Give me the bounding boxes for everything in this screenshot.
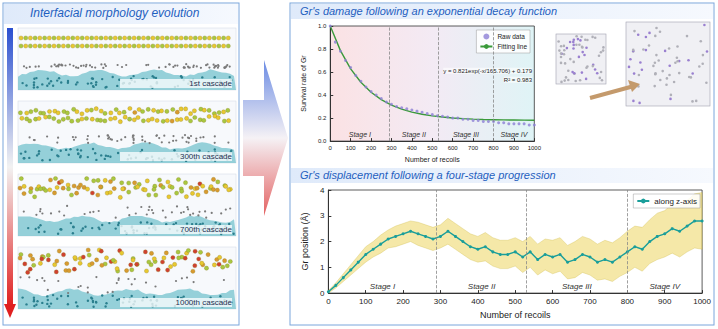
svg-text:4: 4 [320,186,325,195]
svg-text:100: 100 [359,297,373,306]
svg-text:200: 200 [396,297,410,306]
svg-text:Survival rate of Gr: Survival rate of Gr [300,55,307,112]
svg-text:700: 700 [468,145,479,151]
svg-text:Stage III: Stage III [453,131,479,139]
svg-text:0: 0 [329,145,333,151]
svg-text:500: 500 [427,145,438,151]
svg-text:300: 300 [434,297,448,306]
html-text:1000th cascade: 1000th cascade [175,298,232,307]
svg-text:3: 3 [320,211,325,220]
svg-text:Stage III: Stage III [562,282,593,291]
svg-text:1.0: 1.0 [318,23,327,29]
svg-text:Stage IV: Stage IV [649,282,680,291]
svg-text:700: 700 [583,297,597,306]
svg-text:Stage I: Stage I [370,282,396,291]
svg-text:1000: 1000 [693,297,711,306]
svg-text:200: 200 [366,145,377,151]
html-text:1st cascade: 1st cascade [189,79,232,88]
html-text:Gr's damage following an expon: Gr's damage following an exponential dec… [300,5,558,17]
svg-text:600: 600 [546,297,560,306]
svg-text:Number of recoils: Number of recoils [480,310,551,320]
svg-text:0.4: 0.4 [318,92,327,98]
svg-text:Number of recoils: Number of recoils [405,156,460,163]
svg-text:0: 0 [320,289,325,298]
svg-text:Gr position (Å): Gr position (Å) [300,213,310,271]
svg-text:0.6: 0.6 [318,69,327,75]
svg-text:500: 500 [509,297,523,306]
svg-text:Stage II: Stage II [468,282,496,291]
svg-text:100: 100 [346,145,357,151]
svg-text:2: 2 [320,237,325,246]
svg-text:Stage IV: Stage IV [500,131,528,139]
svg-text:900: 900 [658,297,672,306]
svg-text:300: 300 [386,145,397,151]
svg-text:0.0: 0.0 [318,138,327,144]
svg-text:0.2: 0.2 [318,115,327,121]
html-text:Interfacial morphology evoluti: Interfacial morphology evolution [30,6,200,20]
svg-text:0: 0 [326,297,331,306]
svg-text:along z-axis: along z-axis [654,197,697,206]
svg-text:1000: 1000 [528,145,542,151]
svg-text:Stage II: Stage II [402,131,426,139]
svg-text:900: 900 [509,145,520,151]
svg-text:600: 600 [448,145,459,151]
html-text:300th cascade: 300th cascade [180,152,232,161]
svg-text:800: 800 [489,145,500,151]
svg-text:400: 400 [407,145,418,151]
html-text:Gr's displacement following a: Gr's displacement following a four-stage… [300,169,556,181]
svg-text:y = 0.821exp(-x/165.706) + 0.1: y = 0.821exp(-x/165.706) + 0.179 [443,68,532,74]
svg-text:0.8: 0.8 [318,46,327,52]
svg-text:800: 800 [621,297,635,306]
html-text:700th cascade: 700th cascade [180,225,232,234]
svg-text:1: 1 [320,263,325,272]
svg-text:Fitting line: Fitting line [497,43,527,51]
svg-text:400: 400 [471,297,485,306]
svg-text:Raw data: Raw data [497,33,525,40]
svg-text:R² = 0.983: R² = 0.983 [504,77,533,83]
svg-text:Stage I: Stage I [349,131,371,139]
